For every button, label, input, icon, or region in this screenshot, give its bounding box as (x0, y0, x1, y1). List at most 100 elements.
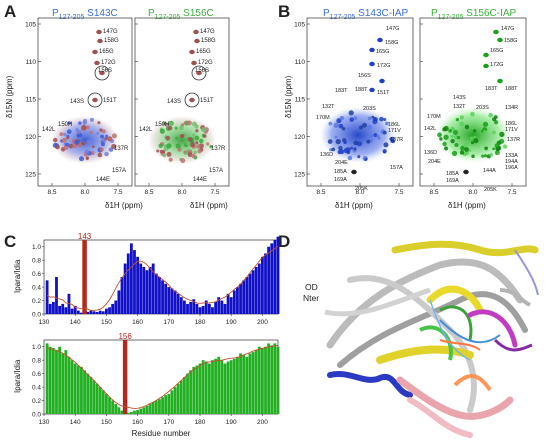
panel-b-right-peak-label: 133A (505, 153, 518, 159)
chart-c2-bar (92, 380, 96, 414)
chart-c2-bar (242, 354, 246, 414)
a-left-peak (63, 132, 67, 137)
chart-c1-bar (229, 297, 233, 314)
isolated-peak (483, 63, 489, 69)
spectrum-a-left-peaks (51, 116, 119, 164)
chart-c1-bar (101, 311, 105, 314)
b-left-peak (382, 149, 387, 154)
panel-b-left-peak-label: 188T (355, 87, 368, 93)
b-right-peak (468, 148, 472, 152)
a-right-peak (168, 157, 173, 162)
chart-c2-bar (129, 411, 133, 414)
b-right-peak (443, 134, 449, 140)
panel-a-left-peak-label: 144E (96, 177, 110, 183)
panel-b-right-peak-label: 137R (507, 137, 520, 143)
panel-a-left-peak-label: 158G (104, 38, 119, 44)
b-left-peak (383, 117, 387, 121)
panel-b-right-x-tick-label: 8.0 (468, 189, 477, 196)
chart-c2-bar (236, 356, 239, 414)
panel-b-left-peak-label: 132T (322, 104, 335, 110)
panel-b-right-peak-label: 183T (485, 86, 498, 92)
a-left-peak (76, 133, 81, 138)
a-left-peak (61, 137, 67, 143)
chart-c2-x-tick-label: 140 (70, 419, 81, 426)
b-right-peak (437, 132, 442, 138)
isolated-peak (189, 49, 195, 55)
a-left-peak (89, 117, 95, 123)
isolated-peak (369, 47, 375, 53)
chart-c2-bar (148, 403, 152, 414)
chart-c1-bar (201, 305, 205, 314)
panel-a-right-peak-label: 151T (200, 98, 214, 104)
chart-c2-bar (257, 346, 261, 414)
chart-c2-bar (170, 390, 174, 414)
a-right-peak (194, 135, 200, 141)
a-left-peak (111, 133, 117, 139)
a-left-peak (67, 121, 72, 125)
panel-b-left-peak-label: 205K (355, 186, 368, 192)
a-left-peak (100, 134, 105, 139)
b-left-peak (353, 147, 357, 151)
b-right-peak (451, 127, 455, 132)
panel-a-right-peak-label: 172G (198, 60, 213, 66)
a-left-peak (84, 149, 90, 155)
chart-c2-bar (89, 377, 93, 414)
chart-c2-bar (204, 361, 208, 414)
chart-c2-y-tick-label: 0.6 (32, 371, 41, 378)
chart-c2-bar (276, 346, 280, 414)
chart-c1-bar (264, 253, 267, 314)
chart-c2-trend-curve (47, 345, 279, 409)
chart-c1-bar (254, 266, 258, 314)
chart-c2-x-tick-label: 180 (195, 419, 206, 426)
chart-c2-bar (245, 356, 249, 414)
chart-c1-bar (245, 277, 249, 314)
b-left-peak (343, 140, 347, 145)
chart-c2-bar (98, 387, 102, 414)
chart-c2-bar (179, 380, 183, 414)
a-right-peak (159, 128, 165, 134)
isolated-peak (196, 70, 202, 76)
panel-a-left-peak-label: 137R (114, 146, 129, 152)
isolated-peak (497, 78, 503, 84)
chart-c1-x-tick-label: 150 (101, 319, 112, 326)
b-left-peak (339, 115, 345, 121)
chart-c1-bar (108, 307, 111, 314)
isolated-peak (96, 29, 102, 35)
chart-c2-bar (55, 350, 58, 414)
a-right-peak (179, 134, 184, 139)
panel-b-left-peak-label: 137R (390, 137, 403, 143)
a-right-peak (161, 149, 166, 154)
panel-a-left-y-tick-label: 110 (26, 59, 37, 66)
b-right-peak (469, 136, 473, 140)
chart-c1-bar (226, 293, 230, 314)
isolated-peak (193, 29, 199, 35)
chart-c2-bar (239, 353, 242, 414)
panel-a-left-peak-label: 147G (103, 29, 118, 35)
chart-c1-bar (114, 300, 118, 314)
panel-a-right-peak-label: 156S (195, 68, 209, 74)
chart-c1-bar (198, 307, 202, 314)
chart-c1-marker-bar (82, 240, 87, 314)
chart-c1-bar (95, 311, 99, 314)
chart-c2-y-tick-label: 0.4 (32, 385, 41, 392)
isolated-peak (369, 87, 375, 93)
chart-c1-bar (145, 270, 149, 314)
panel-b-left-y-tick-label: 115 (295, 97, 306, 104)
peak-circle-156s (94, 65, 110, 81)
chart-c1-bar (64, 307, 68, 314)
b-right-peak (493, 120, 499, 125)
b-right-peak (444, 146, 449, 151)
chart-c2-marker-bar (122, 340, 128, 414)
chart-c2-y-tick-label: 0.8 (32, 358, 41, 365)
b-left-peak (341, 126, 346, 131)
b-right-peak (452, 129, 459, 136)
a-left-peak (85, 156, 89, 161)
b-right-peak (471, 154, 475, 159)
chart-c1-bar (58, 305, 62, 314)
chart-c2-bar (192, 366, 196, 414)
a-left-peak (90, 150, 95, 156)
chart-c2-bar (70, 360, 74, 414)
chart-c2-bar (64, 350, 68, 414)
panel-a-x-axis-label-left: δ1H (ppm) (105, 201, 143, 210)
panel-a-right-peak-label: 143S (167, 99, 181, 105)
